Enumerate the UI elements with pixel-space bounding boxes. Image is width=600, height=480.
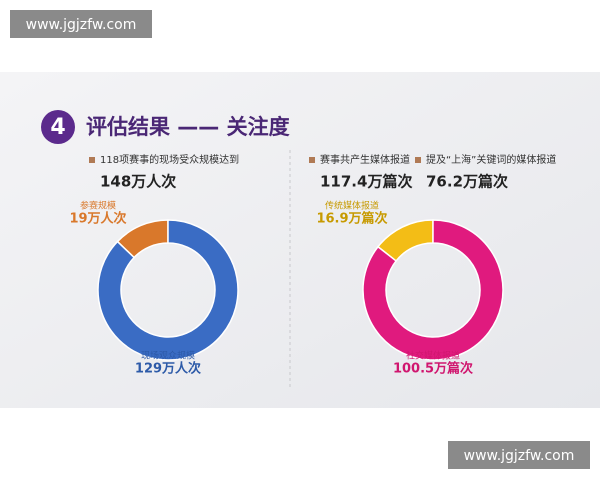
watermark: www.jgjzfw.com xyxy=(26,17,137,33)
bullet xyxy=(89,157,95,163)
segment-label: 社交媒体报道 xyxy=(406,350,460,362)
slide xyxy=(0,72,600,408)
heading: 评估结果 —— 关注度 xyxy=(86,115,290,139)
watermark-box xyxy=(10,10,152,38)
value-label: 19万人次 xyxy=(69,211,126,227)
note: 赛事共产生媒体报道 xyxy=(320,153,410,166)
value-label: 16.9万篇次 xyxy=(316,211,387,227)
note: 提及“上海”关键词的媒体报道 xyxy=(426,153,556,166)
badge-circle xyxy=(41,110,75,144)
watermark: www.jgjzfw.com xyxy=(464,448,575,464)
note: 118项赛事的现场受众规模达到 xyxy=(100,153,239,166)
total: 76.2万篇次 xyxy=(426,173,508,191)
total: 117.4万篇次 xyxy=(320,173,412,191)
badge: 4 xyxy=(50,115,65,140)
segment-label: 现场观众规模 xyxy=(141,351,195,362)
value-label: 129万人次 xyxy=(135,361,201,377)
segment-label: 传统媒体报道 xyxy=(325,200,379,212)
total: 148万人次 xyxy=(100,173,176,191)
donut-segment xyxy=(97,219,239,361)
donut-segment xyxy=(362,219,504,361)
bullet xyxy=(415,157,421,163)
bullet xyxy=(309,157,315,163)
segment-label: 参赛规模 xyxy=(80,200,116,212)
watermark-box xyxy=(448,441,590,469)
value-label: 100.5万篇次 xyxy=(393,361,473,377)
